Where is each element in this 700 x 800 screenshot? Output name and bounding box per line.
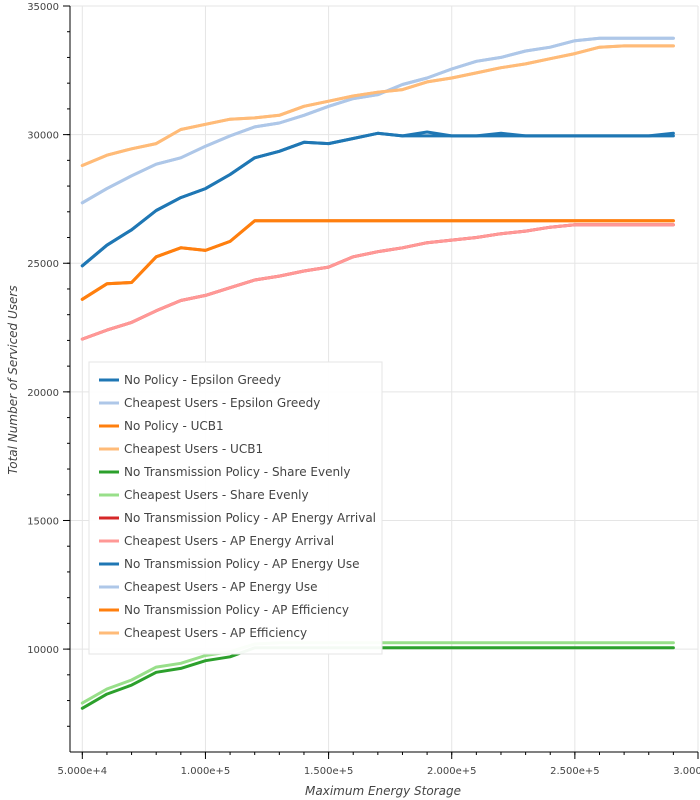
x-tick-label: 5.000e+4 (58, 766, 108, 777)
series-line-7 (80, 223, 675, 341)
x-tick-label: 2.000e+5 (427, 766, 477, 777)
series-line-8 (80, 131, 675, 268)
legend-label: No Transmission Policy - AP Energy Arriv… (124, 511, 376, 525)
series-line-6 (80, 223, 675, 341)
series-line-2 (80, 219, 675, 301)
x-tick-label: 1.500e+5 (304, 766, 354, 777)
y-tick-label: 30000 (27, 131, 59, 142)
legend-label: Cheapest Users - Epsilon Greedy (124, 396, 320, 410)
x-tick-label: 2.500e+5 (550, 766, 600, 777)
legend-label: No Policy - UCB1 (124, 419, 224, 433)
legend-label: Cheapest Users - AP Energy Use (124, 580, 318, 594)
x-tick-label: 3.000e+5 (673, 766, 700, 777)
legend-label: Cheapest Users - UCB1 (124, 442, 263, 456)
legend-label: Cheapest Users - AP Efficiency (124, 626, 307, 640)
series-line-10 (80, 219, 675, 301)
y-tick-label: 15000 (27, 516, 59, 527)
series-line-0 (80, 130, 675, 268)
y-tick-label: 20000 (27, 388, 59, 399)
legend-label: Cheapest Users - Share Evenly (124, 488, 309, 502)
legend-box (88, 361, 383, 655)
legend-label: No Policy - Epsilon Greedy (124, 373, 281, 387)
series-line-4 (80, 646, 675, 710)
series-line-1 (80, 36, 675, 205)
y-tick-label: 35000 (27, 2, 59, 13)
axes: 5.000e+4 1.000e+5 1.500e+5 2.000e+5 2.500e+5… (27, 2, 700, 777)
legend: No Policy - Epsilon Greedy Cheapest Users… (88, 361, 383, 655)
x-axis-title: Maximum Energy Storage (305, 784, 461, 798)
x-tick-label: 1.000e+5 (181, 766, 231, 777)
legend-label: No Transmission Policy - Share Evenly (124, 465, 351, 479)
y-tick-label: 25000 (27, 259, 59, 270)
legend-label: Cheapest Users - AP Energy Arrival (124, 534, 334, 548)
y-axis-title: Total Number of Serviced Users (6, 285, 20, 474)
series-line-3 (80, 44, 675, 167)
series-line-9 (80, 36, 675, 205)
series-line-11 (80, 44, 675, 167)
legend-label: No Transmission Policy - AP Efficiency (124, 603, 349, 617)
y-tick-label: 10000 (27, 645, 59, 656)
legend-label: No Transmission Policy - AP Energy Use (124, 557, 359, 571)
